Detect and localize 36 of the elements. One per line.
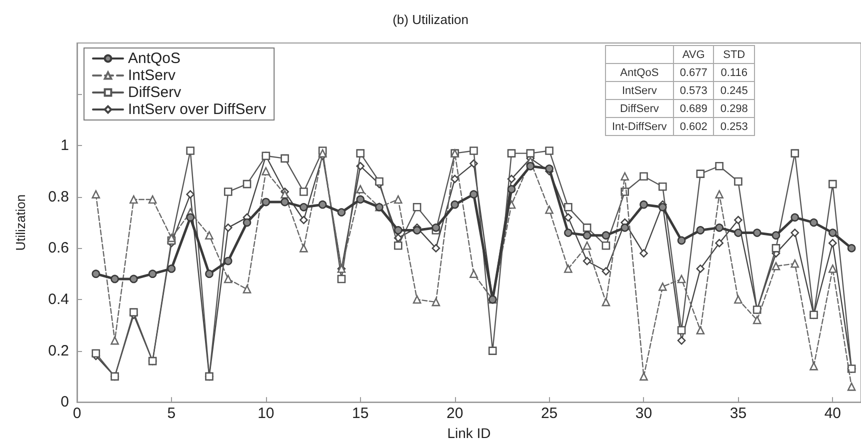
annotation: 0.677: [673, 64, 714, 82]
legend-label: IntServ: [128, 67, 176, 84]
annotation: DiffServ: [606, 100, 674, 118]
annotation: 0.573: [673, 82, 714, 100]
x-tick-label: 25: [540, 405, 558, 422]
annotation: Int-DiffServ: [606, 118, 674, 136]
annotation: IntServ: [606, 82, 674, 100]
legend-label: IntServ over DiffServ: [128, 101, 267, 118]
annotation: STD: [714, 46, 754, 64]
x-tick-label: 40: [824, 405, 842, 422]
legend-label: AntQoS: [128, 50, 181, 67]
annotation: 0.245: [714, 82, 754, 100]
x-tick-label: 20: [446, 405, 464, 422]
annotation: 0.689: [673, 100, 714, 118]
annotation: 0.602: [673, 118, 714, 136]
y-tick-label: 0.2: [48, 342, 69, 360]
y-tick-label: 0.6: [48, 240, 69, 257]
annotation: AVG: [673, 46, 714, 64]
y-tick-label: 0: [60, 394, 69, 411]
y-tick-label: 0.8: [48, 188, 69, 206]
x-tick-label: 35: [730, 405, 747, 422]
x-axis-title: Link ID: [447, 425, 491, 441]
annotation: 0.116: [714, 64, 754, 82]
y-tick-label: 0.4: [48, 291, 69, 308]
annotation: AntQoS: [606, 64, 674, 82]
x-tick-label: 30: [635, 405, 652, 422]
y-axis-title: Utilization: [13, 194, 28, 251]
x-tick-label: 0: [72, 405, 82, 422]
x-tick-label: 5: [167, 405, 176, 422]
chart-title: (b) Utilization: [392, 12, 468, 27]
y-tick-label: 1: [60, 137, 69, 154]
legend-label: DiffServ: [128, 84, 182, 101]
x-tick-label: 10: [258, 405, 274, 422]
annotation: 0.298: [714, 100, 754, 118]
annotation: 0.253: [714, 118, 754, 136]
x-tick-label: 15: [352, 405, 369, 422]
